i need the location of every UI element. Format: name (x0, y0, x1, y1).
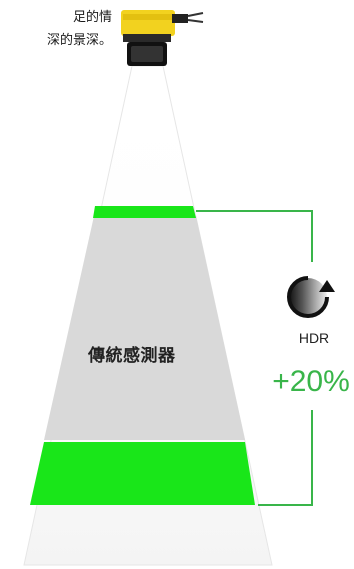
depth-gain-label: +20% (272, 365, 350, 398)
caption-text: 足的情 深的景深。 (0, 6, 112, 52)
focus-band-bottom (30, 442, 255, 505)
bracket-top (196, 210, 313, 262)
caption-line-2: 深的景深。 (46, 33, 112, 48)
hdr-cycle-icon (287, 276, 335, 318)
camera-sensor-icon (121, 10, 204, 66)
focus-band-top (93, 206, 196, 218)
bracket-bottom (258, 410, 313, 506)
depth-of-field-region (44, 216, 245, 440)
hdr-label: HDR (298, 330, 330, 346)
traditional-sensor-label: 傳統感測器 (88, 346, 176, 366)
caption-line-1: 足的情 (72, 10, 112, 25)
